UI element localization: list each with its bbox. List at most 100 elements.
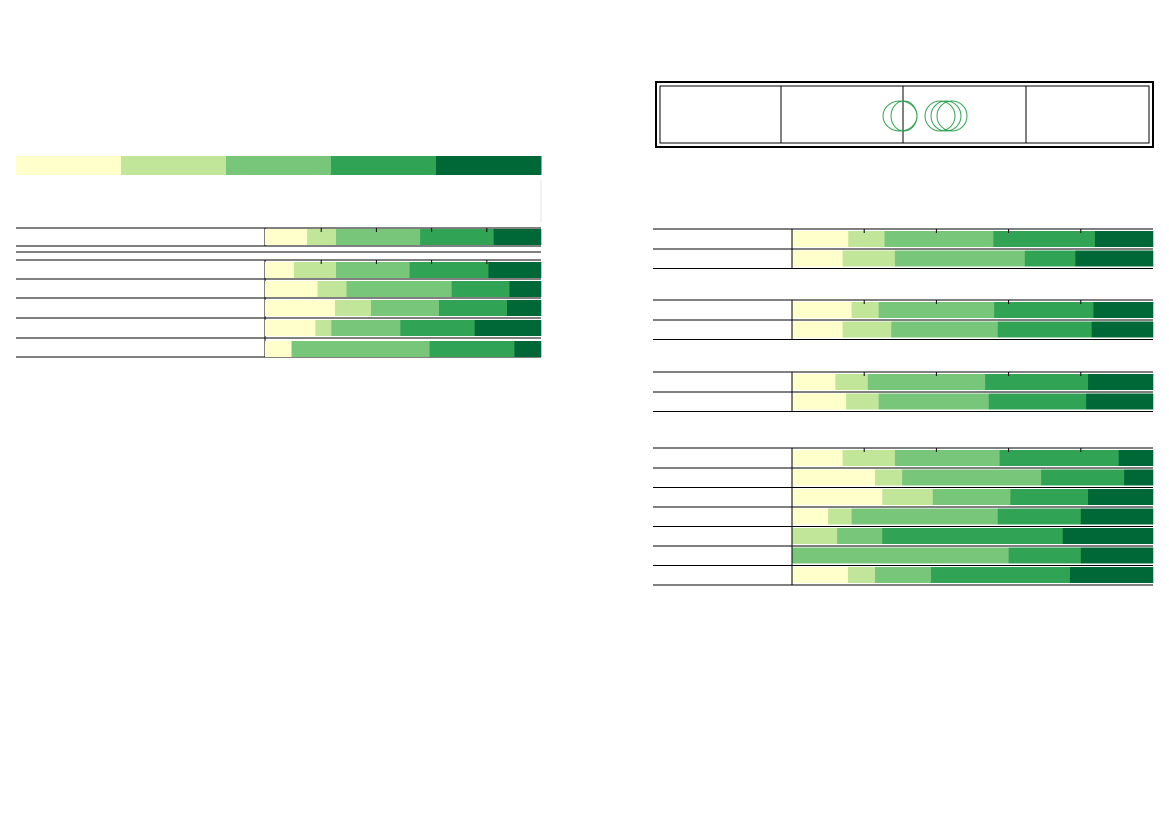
bar-segment <box>335 300 372 316</box>
bar-segment <box>848 231 885 247</box>
logo-ring-icon <box>890 100 918 132</box>
bar-segment <box>994 302 1094 318</box>
bar-segment <box>507 300 542 316</box>
bar-segment <box>828 508 852 525</box>
bar-segment <box>1091 321 1154 338</box>
header-frame-outer <box>655 81 1154 148</box>
bar-segment <box>993 231 1096 247</box>
bar-segment <box>409 262 489 278</box>
bar-segment <box>514 341 542 357</box>
bar-segment <box>1118 450 1154 466</box>
bar-segment <box>1088 374 1154 390</box>
bar-segment <box>878 393 990 410</box>
bar-segment <box>902 469 1042 486</box>
bar-segment <box>792 450 843 466</box>
bar-segment <box>420 229 494 245</box>
bar-segment <box>331 320 401 336</box>
bar-segment <box>851 508 999 525</box>
bar-segment <box>429 341 515 357</box>
bar-segment <box>891 321 999 338</box>
bar-segment <box>335 262 410 278</box>
bar-segment <box>335 229 421 245</box>
bar-segment <box>1094 231 1154 247</box>
bar-segment <box>792 567 849 583</box>
bar-segment <box>265 262 295 278</box>
bar-segment <box>307 229 337 245</box>
bar-segment <box>878 302 995 318</box>
bar-segment <box>792 393 847 410</box>
bar-segment <box>1080 508 1154 525</box>
bar-segment <box>997 508 1082 525</box>
bar-segment <box>1093 302 1154 318</box>
bar-segment <box>999 450 1120 466</box>
bar-segment <box>875 469 903 486</box>
bar-segment <box>451 281 510 297</box>
bar-segment <box>265 341 292 357</box>
legend-swatch-3 <box>226 156 332 175</box>
bar-segment <box>1024 250 1076 267</box>
bar-segment <box>265 320 316 336</box>
bar-segment <box>509 281 542 297</box>
bar-segment <box>882 489 934 505</box>
bar-segment <box>1086 393 1154 410</box>
right-stacked-bar-chart <box>653 228 1154 586</box>
bar-segment <box>792 250 843 267</box>
bar-segment <box>400 320 475 336</box>
bar-segment <box>439 300 508 316</box>
bar-segment <box>851 302 879 318</box>
bar-segment <box>792 547 1009 564</box>
bar-segment <box>265 281 318 297</box>
bar-segment <box>842 450 896 466</box>
logo-ring-icon <box>936 100 968 132</box>
bar-segment <box>792 469 876 486</box>
bar-segment <box>882 528 1064 544</box>
bar-segment <box>792 231 849 247</box>
bar-segment <box>847 567 876 583</box>
bar-segment <box>1062 528 1154 544</box>
left-stacked-bar-chart <box>16 227 542 358</box>
bar-segment <box>837 528 883 544</box>
bar-segment <box>792 528 838 544</box>
legend-swatch-4 <box>331 156 437 175</box>
legend-swatch-1 <box>16 156 122 175</box>
bar-segment <box>1124 469 1154 486</box>
bar-segment <box>488 262 542 278</box>
bar-segment <box>315 320 332 336</box>
bar-segment <box>792 321 843 338</box>
bar-segment <box>930 567 1071 583</box>
bar-segment <box>317 281 347 297</box>
bar-segment <box>932 489 1011 505</box>
bar-segment <box>997 321 1092 338</box>
bar-segment <box>1008 547 1082 564</box>
bar-segment <box>265 300 336 316</box>
legend-swatch-5 <box>436 156 542 175</box>
bar-segment <box>792 302 852 318</box>
bar-segment <box>884 231 994 247</box>
header-frame-inner <box>659 85 1150 144</box>
bar-segment <box>293 262 337 278</box>
bar-segment <box>846 393 879 410</box>
bar-segment <box>346 281 452 297</box>
bar-segment <box>792 489 883 505</box>
bar-segment <box>842 250 896 267</box>
header-box <box>655 81 1154 148</box>
color-scale-legend <box>16 156 542 222</box>
bar-segment <box>291 341 430 357</box>
bar-segment <box>988 393 1087 410</box>
bar-segment <box>265 229 308 245</box>
bar-segment <box>1041 469 1125 486</box>
bar-segment <box>894 250 1026 267</box>
bar-segment <box>1010 489 1089 505</box>
bar-segment <box>1088 489 1154 505</box>
bar-segment <box>867 374 986 390</box>
bar-segment <box>1075 250 1154 267</box>
bar-segment <box>371 300 440 316</box>
bar-segment <box>835 374 869 390</box>
bar-segment <box>1080 547 1154 564</box>
logo-ring-icon <box>882 100 918 132</box>
bar-segment <box>985 374 1089 390</box>
bar-segment <box>792 508 829 525</box>
logo-ring-icon <box>924 100 956 132</box>
bar-segment <box>875 567 932 583</box>
bar-segment <box>474 320 542 336</box>
